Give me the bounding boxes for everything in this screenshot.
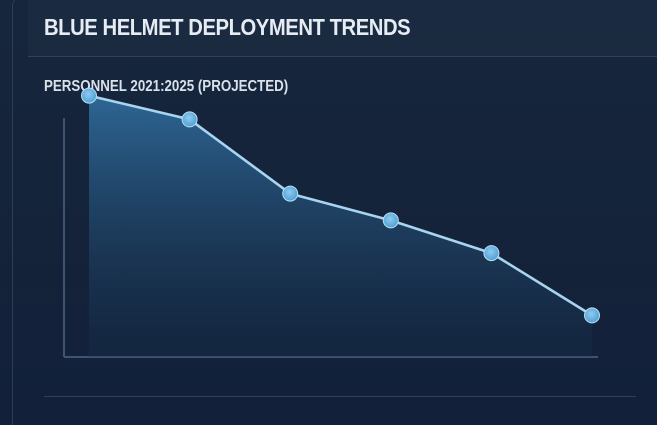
- title-band: [28, 0, 657, 57]
- data-points: [81, 87, 600, 324]
- data-point-0: [81, 87, 97, 104]
- bottom-divider: [44, 396, 636, 397]
- data-point-1: [181, 111, 198, 128]
- data-point-2: [282, 185, 299, 202]
- chart-subtitle: PERSONNEL 2021:2025 (PROJECTED): [44, 78, 289, 95]
- series-line: [87, 94, 594, 317]
- chart-title: BLUE HELMET DEPLOYMENT TRENDS: [44, 14, 411, 40]
- data-point-3: [382, 212, 399, 229]
- data-point-5: [584, 307, 600, 324]
- area-fill: [89, 95, 592, 357]
- data-point-4: [483, 245, 500, 262]
